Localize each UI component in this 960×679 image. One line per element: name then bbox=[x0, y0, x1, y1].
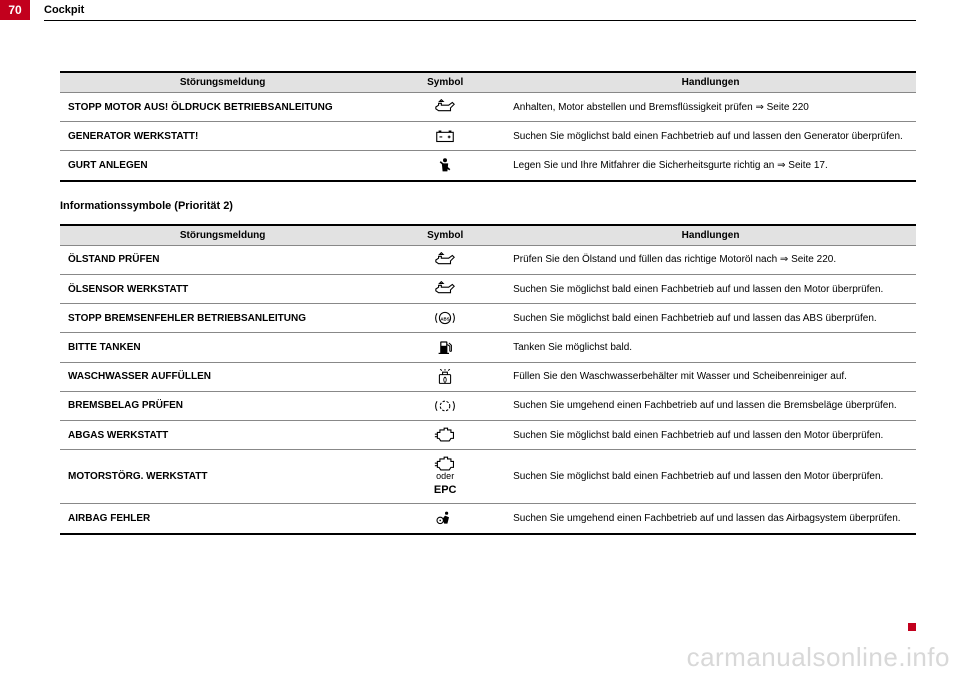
watermark-text: carmanualsonline.info bbox=[687, 642, 950, 673]
svg-text:ABS: ABS bbox=[441, 317, 450, 322]
table2-header-msg: Störungsmeldung bbox=[60, 225, 385, 246]
p1-action-cell: Legen Sie und Ihre Mitfahrer die Sicherh… bbox=[505, 151, 916, 181]
p2-action-cell: Suchen Sie umgehend einen Fachbetrieb au… bbox=[505, 504, 916, 534]
p2-fuel-icon bbox=[385, 333, 505, 362]
p1-action-cell: Suchen Sie möglichst bald einen Fachbetr… bbox=[505, 122, 916, 151]
p2-msg-cell: BITTE TANKEN bbox=[60, 333, 385, 362]
p2-action-cell: Suchen Sie möglichst bald einen Fachbetr… bbox=[505, 304, 916, 333]
table1-header-act: Handlungen bbox=[505, 72, 916, 93]
table-row: BREMSBELAG PRÜFEN Suchen Sie umgehend ein… bbox=[60, 391, 916, 420]
table-row: BITTE TANKEN Tanken Sie möglichst bald. bbox=[60, 333, 916, 362]
p1-msg-cell: GENERATOR WERKSTATT! bbox=[60, 122, 385, 151]
p1-seatbelt-icon bbox=[385, 151, 505, 181]
table-row: WASCHWASSER AUFFÜLLEN Füllen Sie den Wasc… bbox=[60, 362, 916, 391]
p2-action-cell: Tanken Sie möglichst bald. bbox=[505, 333, 916, 362]
p2-oil-can-icon bbox=[385, 274, 505, 303]
table-row: STOPP MOTOR AUS! ÖLDRUCK BETRIEBSANLEITU… bbox=[60, 93, 916, 122]
table-row: MOTORSTÖRG. WERKSTATToderEPCSuchen Sie m… bbox=[60, 450, 916, 504]
p2-oil-can-icon bbox=[385, 245, 505, 274]
p2-msg-cell: ÖLSENSOR WERKSTATT bbox=[60, 274, 385, 303]
p2-action-cell: Suchen Sie umgehend einen Fachbetrieb au… bbox=[505, 391, 916, 420]
p2-msg-cell: WASCHWASSER AUFFÜLLEN bbox=[60, 362, 385, 391]
page-number: 70 bbox=[0, 0, 30, 20]
p1-msg-cell: STOPP MOTOR AUS! ÖLDRUCK BETRIEBSANLEITU… bbox=[60, 93, 385, 122]
p2-action-cell: Suchen Sie möglichst bald einen Fachbetr… bbox=[505, 274, 916, 303]
end-square-icon bbox=[908, 623, 916, 631]
table-row: GURT ANLEGEN Legen Sie und Ihre Mitfahrer… bbox=[60, 151, 916, 181]
table-row: ÖLSTAND PRÜFEN Prüfen Sie den Ölstand und… bbox=[60, 245, 916, 274]
table-row: STOPP BREMSENFEHLER BETRIEBSANLEITUNG ABS… bbox=[60, 304, 916, 333]
p1-msg-cell: GURT ANLEGEN bbox=[60, 151, 385, 181]
p2-action-cell: Suchen Sie möglichst bald einen Fachbetr… bbox=[505, 421, 916, 450]
p2-action-cell: Suchen Sie möglichst bald einen Fachbetr… bbox=[505, 450, 916, 504]
table2-header-sym: Symbol bbox=[385, 225, 505, 246]
table1-header-sym: Symbol bbox=[385, 72, 505, 93]
table-row: ABGAS WERKSTATT Suchen Sie möglichst bald… bbox=[60, 421, 916, 450]
table-row: ÖLSENSOR WERKSTATT Suchen Sie möglichst b… bbox=[60, 274, 916, 303]
p1-oil-can-icon bbox=[385, 93, 505, 122]
p2-msg-cell: STOPP BREMSENFEHLER BETRIEBSANLEITUNG bbox=[60, 304, 385, 333]
p2-action-cell: Prüfen Sie den Ölstand und füllen das ri… bbox=[505, 245, 916, 274]
table-row: GENERATOR WERKSTATT! Suchen Sie möglichst… bbox=[60, 122, 916, 151]
p2-msg-cell: AIRBAG FEHLER bbox=[60, 504, 385, 534]
p2-msg-cell: MOTORSTÖRG. WERKSTATT bbox=[60, 450, 385, 504]
p2-airbag-icon bbox=[385, 504, 505, 534]
p1-action-cell: Anhalten, Motor abstellen und Bremsflüss… bbox=[505, 93, 916, 122]
p2-msg-cell: ÖLSTAND PRÜFEN bbox=[60, 245, 385, 274]
table2-header-act: Handlungen bbox=[505, 225, 916, 246]
fault-table-priority2: Störungsmeldung Symbol Handlungen ÖLSTAN… bbox=[60, 224, 916, 535]
page-header: 70 Cockpit bbox=[0, 0, 960, 20]
page-content: Störungsmeldung Symbol Handlungen STOPP … bbox=[0, 21, 960, 535]
table1-header-msg: Störungsmeldung bbox=[60, 72, 385, 93]
p1-battery-icon bbox=[385, 122, 505, 151]
section-title: Cockpit bbox=[44, 4, 84, 16]
p2-engine-epc-icon: oderEPC bbox=[385, 450, 505, 504]
fault-table-priority1: Störungsmeldung Symbol Handlungen STOPP … bbox=[60, 71, 916, 182]
p2-engine-icon bbox=[385, 421, 505, 450]
p2-brake-pad-icon bbox=[385, 391, 505, 420]
priority2-subheading: Informationssymbole (Priorität 2) bbox=[60, 200, 916, 212]
table-row: AIRBAG FEHLER Suchen Sie umgehend einen F… bbox=[60, 504, 916, 534]
p2-washer-icon bbox=[385, 362, 505, 391]
p2-msg-cell: BREMSBELAG PRÜFEN bbox=[60, 391, 385, 420]
p2-action-cell: Füllen Sie den Waschwasserbehälter mit W… bbox=[505, 362, 916, 391]
p2-msg-cell: ABGAS WERKSTATT bbox=[60, 421, 385, 450]
p2-abs-icon: ABS bbox=[385, 304, 505, 333]
